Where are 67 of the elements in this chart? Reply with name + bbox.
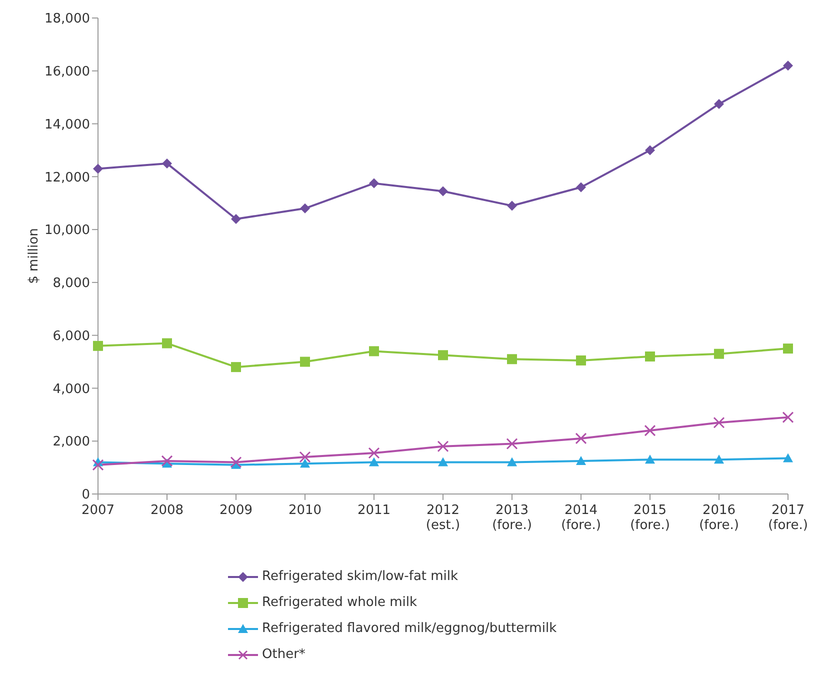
y-tick-label: 6,000 xyxy=(52,328,90,344)
point xyxy=(783,344,793,354)
point xyxy=(576,182,586,192)
point xyxy=(231,362,241,372)
y-tick-label: 14,000 xyxy=(44,117,90,132)
y-tick-label: 16,000 xyxy=(44,64,90,80)
point xyxy=(93,164,103,174)
legend-label: Other* xyxy=(262,646,306,664)
x-tick-label: 2017 (fore.) xyxy=(768,503,808,533)
point xyxy=(645,351,655,362)
x-tick-label: 2011 xyxy=(357,503,391,518)
point xyxy=(93,340,103,351)
point xyxy=(300,458,310,468)
point xyxy=(507,200,517,211)
point xyxy=(231,214,241,224)
point xyxy=(300,356,310,367)
x-tick-label: 2012 (est.) xyxy=(426,503,460,533)
point xyxy=(92,459,104,471)
x-tick-label: 2007 xyxy=(81,503,115,518)
point xyxy=(783,453,793,462)
x-tick-label: 2016 (fore.) xyxy=(699,503,739,533)
point xyxy=(644,424,656,436)
point xyxy=(437,440,449,452)
legend-label: Refrigerated whole milk xyxy=(262,594,418,612)
y-tick-label: 4,000 xyxy=(52,382,90,397)
point xyxy=(645,454,655,464)
point xyxy=(162,158,172,168)
point xyxy=(438,186,448,196)
y-tick-label: 18,000 xyxy=(44,12,90,27)
point xyxy=(507,457,517,466)
point xyxy=(713,416,725,428)
x-tick-label: 2015 (fore.) xyxy=(630,503,670,533)
point xyxy=(576,456,586,465)
point xyxy=(507,354,517,364)
point xyxy=(368,447,380,459)
point xyxy=(369,178,379,188)
point xyxy=(438,457,448,466)
point xyxy=(300,203,310,214)
point xyxy=(162,338,172,348)
point xyxy=(438,350,448,360)
point xyxy=(230,456,242,468)
point xyxy=(299,451,311,463)
point xyxy=(506,438,518,450)
y-tick-label: 12,000 xyxy=(44,170,90,186)
point xyxy=(576,355,586,366)
point xyxy=(369,346,379,356)
point xyxy=(783,60,793,71)
x-tick-label: 2013 (fore.) xyxy=(492,503,532,533)
x-tick-label: 2010 xyxy=(288,503,322,518)
y-tick-label: 8,000 xyxy=(52,276,90,292)
x-tick-label: 2014 (fore.) xyxy=(561,503,601,533)
point xyxy=(161,455,173,467)
point xyxy=(782,412,794,424)
y-tick-label: 0 xyxy=(82,488,90,503)
point xyxy=(575,432,587,444)
x-tick-label: 2009 xyxy=(219,503,253,518)
x-tick-label: 2008 xyxy=(150,503,184,518)
point xyxy=(369,457,379,466)
point xyxy=(714,454,724,464)
y-axis-title: $ million xyxy=(26,228,42,284)
point xyxy=(714,348,724,359)
point xyxy=(645,145,655,156)
legend-label: Refrigerated skim/low-fat milk xyxy=(262,568,458,586)
point xyxy=(714,98,724,109)
y-tick-label: 10,000 xyxy=(44,223,90,238)
legend-label: Refrigerated flavored milk/eggnog/buttermilk xyxy=(262,620,557,638)
y-tick-label: 2,000 xyxy=(52,434,90,450)
